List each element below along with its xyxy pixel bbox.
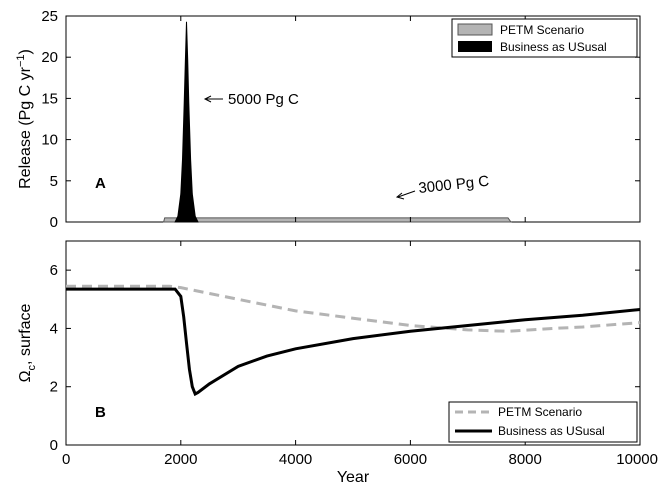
x-tick-label: 0: [62, 451, 70, 468]
legend-b-label-bau: Business as USusal: [498, 424, 605, 438]
panel-a-legend: PETM Scenario Business as USusal: [451, 18, 638, 58]
business-as-usual-release-area: [174, 21, 199, 223]
petm-omega-line: [66, 284, 641, 333]
x-tick-label: 6000: [394, 451, 427, 468]
x-tick-label: 2000: [164, 451, 197, 468]
panel-a-y-ticks: 0 5 10 15 20 25: [41, 8, 640, 231]
y-tick-label: 15: [41, 90, 58, 107]
panel-a-x-ticks: [65, 16, 641, 222]
legend-a-swatch-bau: [458, 41, 492, 52]
annotation-5000-arrow-head: [203, 95, 212, 103]
y-tick-label: 10: [41, 132, 58, 149]
legend-a-swatch-petm: [457, 23, 493, 36]
legend-a-label-bau: Business as USusal: [500, 40, 607, 54]
legend-a-label-petm: PETM Scenario: [500, 23, 584, 37]
x-tick-label: 10000: [616, 451, 658, 468]
panel-b-y-axis-label-rest: , surface: [17, 303, 34, 364]
annotation-3000-arrow-head: [395, 192, 405, 200]
annotation-3000-arrow-line: [397, 190, 416, 198]
y-tick-label: 0: [50, 214, 58, 231]
panel-b-letter: B: [95, 404, 106, 421]
panel-b-legend-box: [448, 401, 638, 443]
panel-b-x-ticks: 0 2000 4000 6000 8000 10000: [62, 241, 658, 468]
panel-b-y-axis-label-omega: Ω: [17, 370, 34, 382]
x-tick-label: 4000: [279, 451, 312, 468]
petm-release-area: [162, 217, 512, 223]
y-tick-label: 25: [41, 8, 58, 25]
y-tick-label: 5: [50, 173, 58, 190]
panel-a: 0 5 10 15 20 25 Release (Pg C yr−1) A 5000 Pg…: [15, 8, 641, 231]
panel-a-letter: A: [95, 175, 106, 192]
x-axis-title: Year: [337, 469, 370, 486]
panel-b-y-ticks: 0 2 4 6: [50, 262, 640, 454]
panel-a-y-axis-label-main: Release (Pg C yr: [17, 66, 34, 188]
business-as-usual-omega-line: [66, 287, 641, 397]
y-tick-label: 4: [50, 320, 58, 337]
annotation-5000-label: 5000 Pg C: [228, 91, 299, 108]
panel-b-legend: PETM Scenario Business as USusal: [448, 401, 638, 443]
panel-b-y-axis-label: Ωc, surface: [17, 303, 38, 382]
x-tick-label: 8000: [509, 451, 542, 468]
y-tick-label: 6: [50, 262, 58, 279]
y-tick-label: 0: [50, 437, 58, 454]
panel-a-y-axis-label: Release (Pg C yr−1): [15, 49, 34, 189]
legend-b-label-petm: PETM Scenario: [498, 405, 582, 419]
panel-b-y-axis-label-subscript: c: [26, 364, 38, 370]
panel-a-y-axis-label-close: ): [17, 49, 34, 54]
y-tick-label: 20: [41, 49, 58, 66]
y-tick-label: 2: [50, 379, 58, 396]
panel-a-y-axis-label-exponent: −1: [15, 54, 27, 67]
